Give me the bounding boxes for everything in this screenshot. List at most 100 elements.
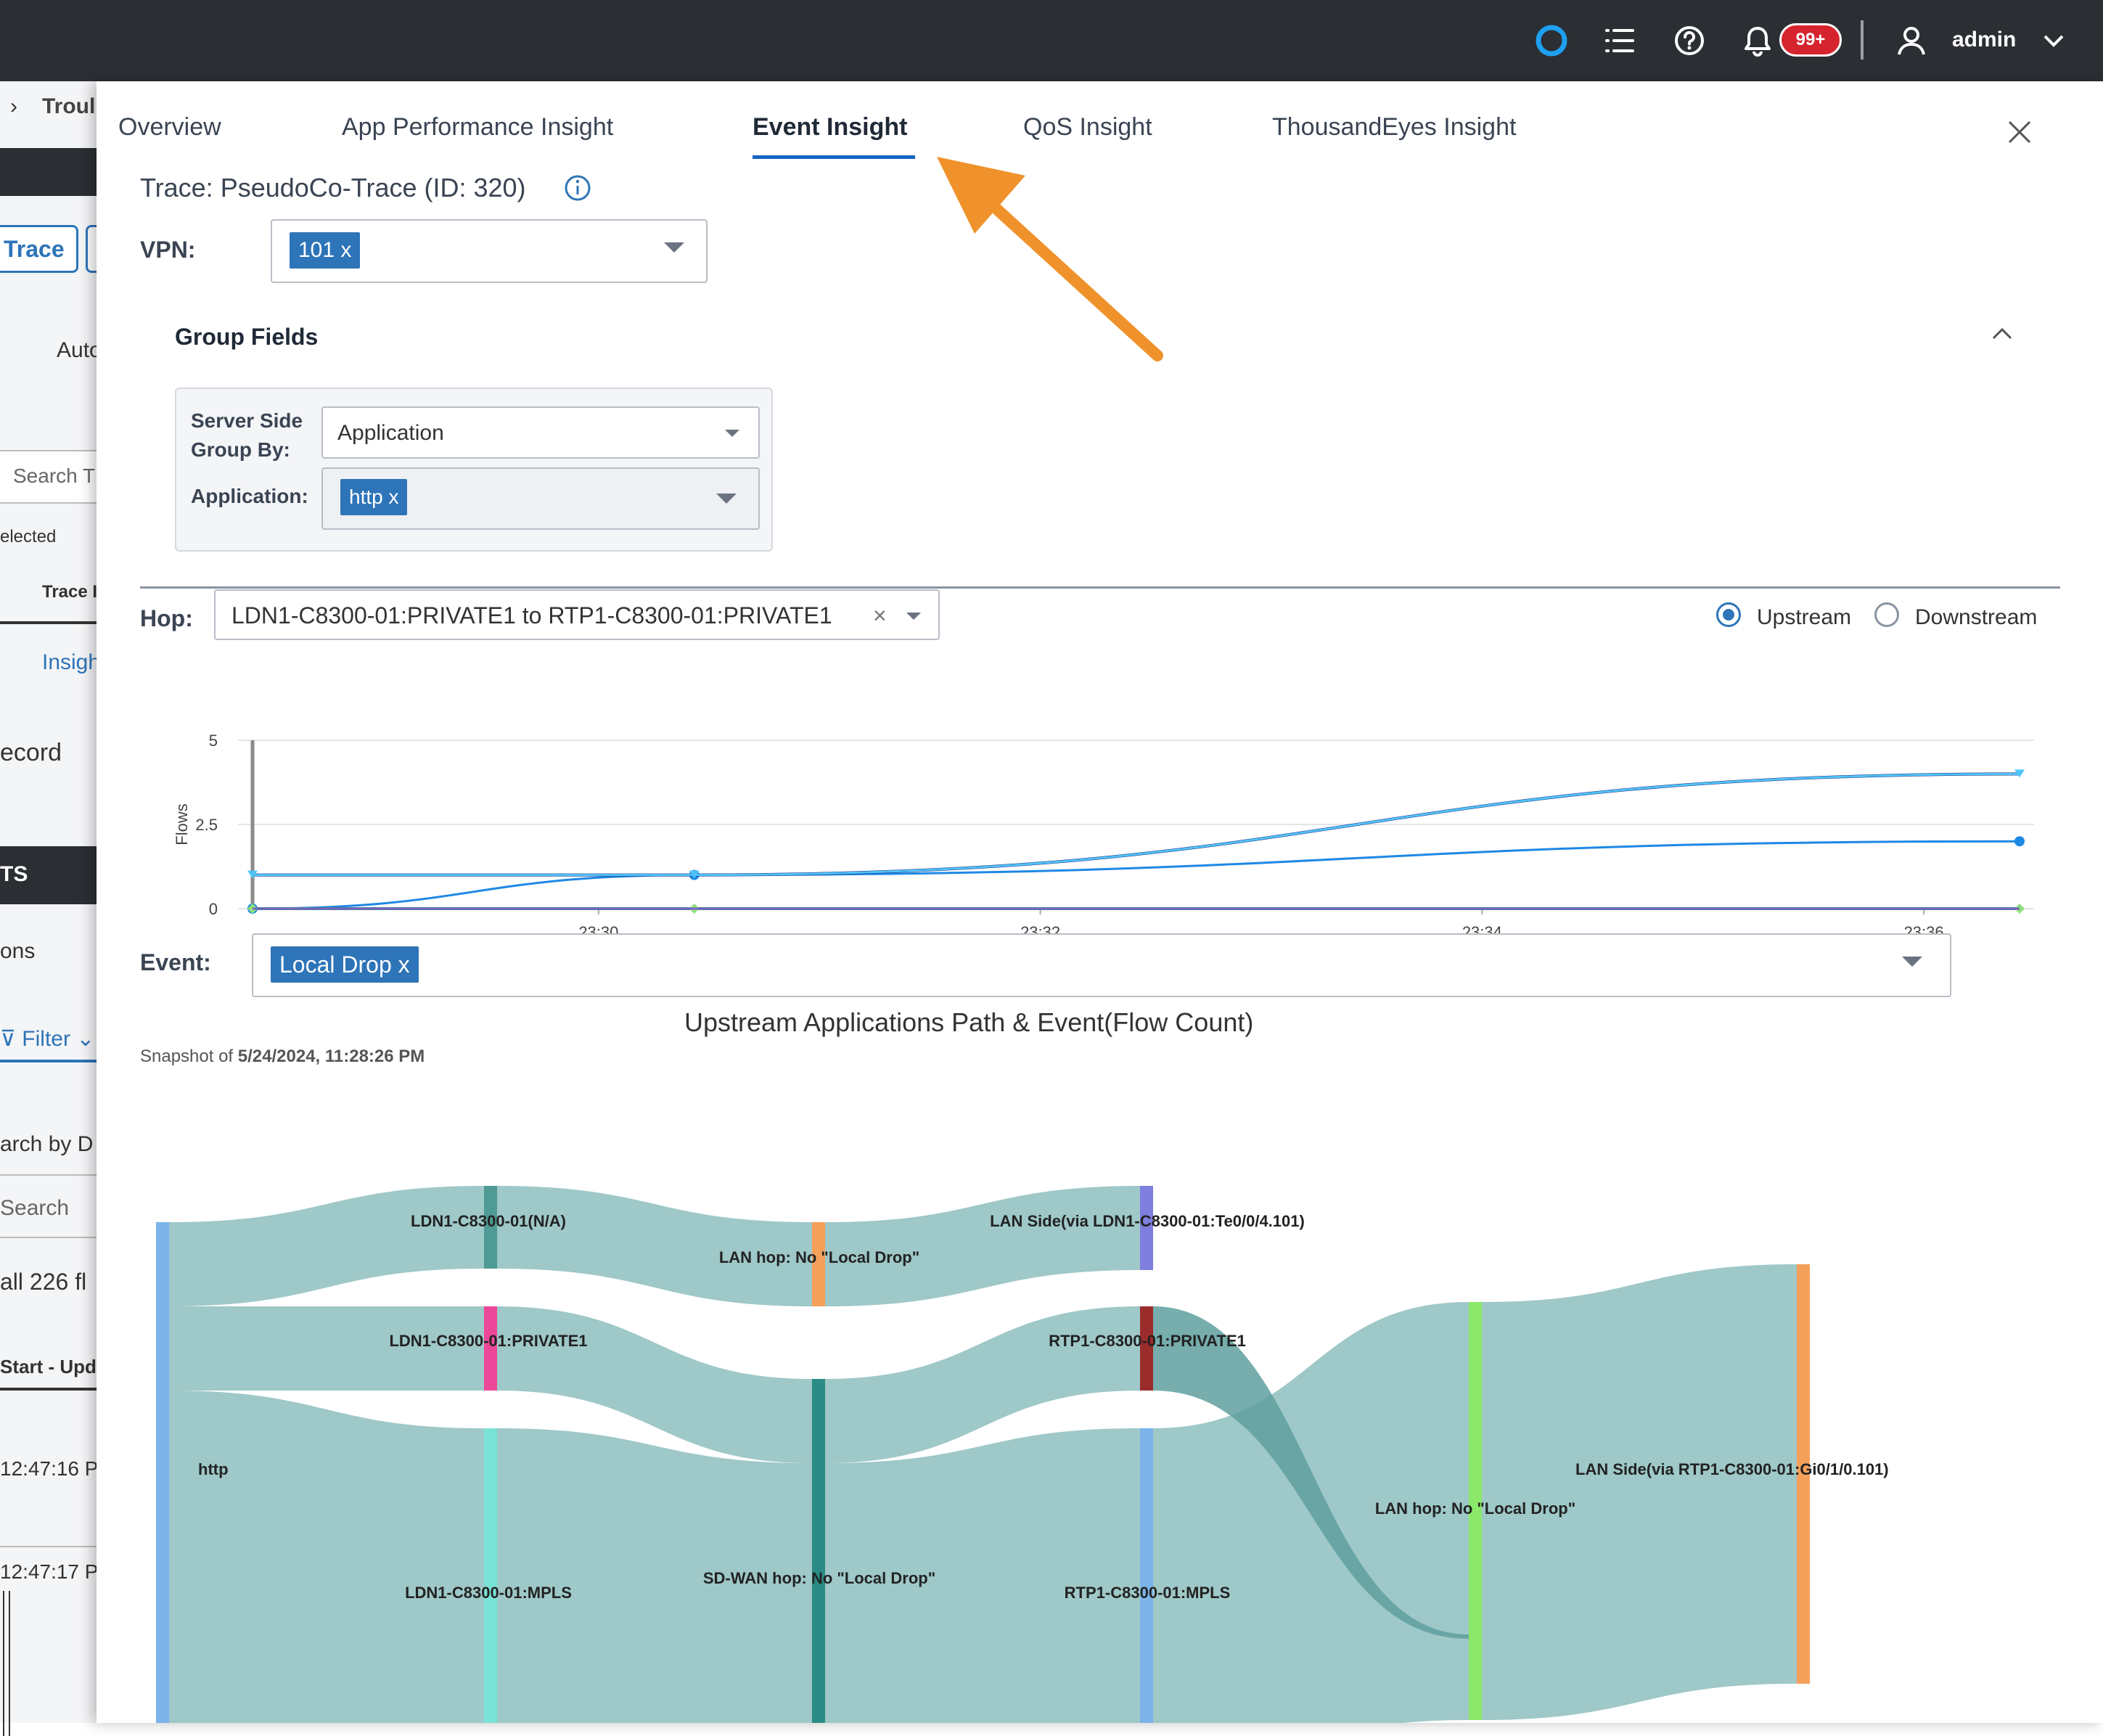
breadcrumb-troubleshooting[interactable]: Troul bbox=[42, 94, 96, 118]
sankey-link[interactable] bbox=[497, 1186, 812, 1306]
background-trace-column: Trace I bbox=[42, 582, 98, 602]
chevron-down-icon[interactable] bbox=[906, 613, 921, 620]
vpn-select[interactable]: 101 x bbox=[271, 219, 708, 283]
tab-event-insight[interactable]: Event Insight bbox=[753, 113, 908, 141]
background-filter-button[interactable]: ⊽ Filter ⌄ bbox=[0, 1027, 95, 1051]
sankey-node-label: LAN hop: No "Local Drop" bbox=[719, 1248, 919, 1266]
sankey-link[interactable] bbox=[497, 1428, 812, 1723]
sankey-diagram: http LDN1-C8300-01(N/A) LDN1-C8300-01:PRIV… bbox=[156, 1186, 1889, 1723]
sankey-link[interactable] bbox=[497, 1306, 812, 1463]
background-search-input-2[interactable]: Search bbox=[0, 1196, 70, 1220]
background-insight-link[interactable]: Insigh bbox=[42, 650, 101, 674]
y-tick-label: 5 bbox=[209, 732, 218, 750]
sankey-node[interactable] bbox=[156, 1222, 169, 1723]
sankey-node-label: RTP1-C8300-01:MPLS bbox=[1065, 1584, 1231, 1602]
sankey-link[interactable] bbox=[169, 1306, 484, 1391]
sankey-node-label: LAN Side(via RTP1-C8300-01:Gi0/1/0.101) bbox=[1575, 1460, 1889, 1478]
background-rule-2 bbox=[0, 1237, 97, 1238]
hop-select[interactable]: LDN1-C8300-01:PRIVATE1 to RTP1-C8300-01:… bbox=[214, 589, 940, 640]
background-record-text: ecord bbox=[0, 739, 62, 766]
sankey-link[interactable] bbox=[825, 1186, 1140, 1306]
event-chip[interactable]: Local Drop x bbox=[271, 946, 419, 983]
background-search-input[interactable]: Search T bbox=[0, 450, 97, 504]
section-divider bbox=[140, 586, 2060, 589]
background-trace-button[interactable]: Trace bbox=[0, 225, 78, 273]
tab-qos-insight[interactable]: QoS Insight bbox=[1023, 113, 1152, 141]
chevron-down-icon[interactable] bbox=[664, 242, 684, 253]
sankey-node-label: LAN hop: No "Local Drop" bbox=[1375, 1499, 1575, 1518]
chevron-down-icon[interactable] bbox=[1902, 957, 1922, 967]
sankey-link[interactable] bbox=[169, 1186, 484, 1306]
background-ons-tab[interactable]: ons bbox=[0, 939, 36, 963]
background-dark-bar: TS bbox=[0, 846, 97, 904]
snapshot-text: Snapshot of 5/24/2024, 11:28:26 PM bbox=[140, 1047, 425, 1066]
event-insight-drawer: Overview App Performance Insight Event I… bbox=[97, 81, 2103, 1723]
sankey-node-label: LAN Side(via LDN1-C8300-01:Te0/0/4.101) bbox=[990, 1212, 1305, 1230]
clear-icon[interactable]: × bbox=[873, 602, 887, 629]
upstream-radio[interactable] bbox=[1716, 602, 1741, 627]
downstream-radio[interactable] bbox=[1874, 602, 1899, 627]
tab-thousandeyes-insight[interactable]: ThousandEyes Insight bbox=[1272, 113, 1517, 141]
background-table-rule-2 bbox=[0, 1388, 97, 1391]
sankey-link[interactable] bbox=[1153, 1306, 1469, 1639]
chevron-down-icon[interactable] bbox=[716, 494, 737, 504]
series-line-local-drop-5 bbox=[252, 840, 2020, 910]
event-select[interactable]: Local Drop x bbox=[252, 933, 1951, 997]
group-by-select[interactable]: Application bbox=[321, 406, 760, 459]
trace-title: Trace: PseudoCo-Trace (ID: 320) bbox=[140, 173, 526, 202]
series-line-monitored-flows bbox=[252, 772, 2020, 877]
background-time-2: 12:47:17 PI bbox=[0, 1560, 104, 1583]
top-navigation-bar: 99+ admin bbox=[0, 0, 2103, 81]
sankey-node[interactable] bbox=[1140, 1428, 1153, 1723]
cisco-ai-assistant-icon[interactable] bbox=[1536, 25, 1567, 57]
upstream-label[interactable]: Upstream bbox=[1757, 605, 1852, 629]
sankey-node-label: LDN1-C8300-01:MPLS bbox=[405, 1584, 572, 1602]
task-list-icon[interactable] bbox=[1604, 25, 1636, 57]
application-select[interactable]: http x bbox=[321, 467, 760, 530]
sankey-node[interactable] bbox=[1140, 1306, 1153, 1391]
vpn-chip[interactable]: 101 x bbox=[290, 232, 361, 269]
group-fields-title: Group Fields bbox=[175, 324, 319, 350]
background-all-flows: all 226 fl bbox=[0, 1269, 87, 1295]
tab-overview[interactable]: Overview bbox=[118, 113, 221, 141]
sankey-link[interactable] bbox=[169, 1391, 484, 1723]
y-tick-label: 0 bbox=[209, 900, 218, 918]
sankey-node[interactable] bbox=[484, 1186, 497, 1269]
user-avatar-icon[interactable] bbox=[1895, 25, 1927, 57]
background-page: › Troul Trace Auto Search T elected Trac… bbox=[0, 81, 107, 1736]
notifications-bell-icon[interactable] bbox=[1742, 25, 1774, 57]
sankey-node[interactable] bbox=[812, 1379, 825, 1723]
user-name[interactable]: admin bbox=[1952, 28, 2017, 52]
background-table-rule bbox=[0, 621, 97, 624]
background-auto-label: Auto bbox=[57, 338, 102, 362]
tab-app-performance-insight[interactable]: App Performance Insight bbox=[342, 113, 614, 141]
sankey-link[interactable] bbox=[825, 1306, 1140, 1463]
sankey-node[interactable] bbox=[1797, 1264, 1810, 1684]
application-chip[interactable]: http x bbox=[340, 479, 408, 515]
background-selected-text: elected bbox=[0, 527, 57, 546]
sankey-link[interactable] bbox=[825, 1428, 1140, 1723]
downstream-label[interactable]: Downstream bbox=[1915, 605, 2038, 629]
close-icon[interactable] bbox=[2005, 118, 2034, 147]
server-side-group-by-label: Server Side Group By: bbox=[191, 409, 303, 461]
sankey-node[interactable] bbox=[1140, 1186, 1153, 1270]
sankey-node[interactable] bbox=[812, 1222, 825, 1306]
data-point-monitored-flows bbox=[247, 870, 258, 879]
sankey-node[interactable] bbox=[484, 1306, 497, 1391]
sankey-link[interactable] bbox=[1482, 1264, 1797, 1720]
background-time-1: 12:47:16 PI bbox=[0, 1457, 104, 1480]
background-start-column: Start - Upd bbox=[0, 1356, 97, 1377]
background-rule-3 bbox=[0, 1546, 97, 1547]
background-filter-underline bbox=[0, 1060, 97, 1063]
info-icon[interactable] bbox=[563, 173, 592, 202]
notifications-count-badge[interactable]: 99+ bbox=[1779, 23, 1842, 57]
chevron-down-icon[interactable] bbox=[725, 430, 739, 437]
chevron-down-icon[interactable] bbox=[2038, 25, 2070, 57]
y-tick-label: 2.5 bbox=[195, 816, 218, 834]
sankey-node[interactable] bbox=[1469, 1302, 1482, 1720]
sankey-node-label: http bbox=[198, 1460, 229, 1478]
background-scrollbar[interactable] bbox=[3, 1591, 10, 1736]
help-icon[interactable] bbox=[1673, 25, 1705, 57]
sankey-node[interactable] bbox=[484, 1428, 497, 1723]
chevron-up-icon[interactable] bbox=[1989, 321, 2015, 347]
